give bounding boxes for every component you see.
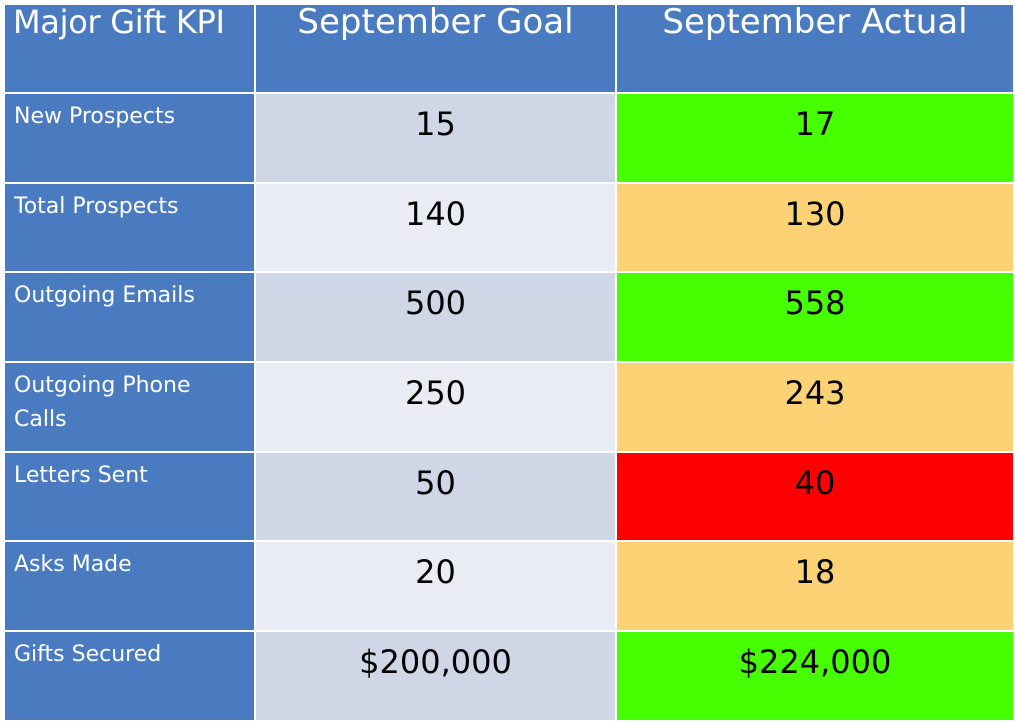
actual-value: $224,000 [615,630,1015,722]
actual-value: 558 [615,271,1015,364]
table-row: Gifts Secured $200,000 $224,000 [3,630,1015,722]
kpi-label: Asks Made [3,540,256,633]
actual-value: 243 [615,361,1015,453]
kpi-table: Major Gift KPI September Goal September … [3,3,1015,722]
actual-value: 17 [615,92,1015,184]
header-actual: September Actual [615,3,1015,94]
kpi-label: Gifts Secured [3,630,256,722]
goal-value: 500 [254,271,617,364]
table-row: Outgoing Phone Calls 250 243 [3,361,1015,453]
header-goal: September Goal [254,3,617,94]
actual-value: 18 [615,540,1015,633]
goal-value: 20 [254,540,617,633]
goal-value: 140 [254,181,617,274]
goal-value: 15 [254,92,617,184]
table-row: Letters Sent 50 40 [3,450,1015,543]
goal-value: $200,000 [254,630,617,722]
kpi-label: Outgoing Phone Calls [3,361,256,453]
table-row: Asks Made 20 18 [3,540,1015,633]
actual-value: 130 [615,181,1015,274]
goal-value: 50 [254,450,617,543]
header-row: Major Gift KPI September Goal September … [3,3,1015,94]
table-row: Outgoing Emails 500 558 [3,271,1015,364]
kpi-label: Letters Sent [3,450,256,543]
kpi-label-text: Outgoing Phone Calls [14,373,191,433]
kpi-label: Total Prospects [3,181,256,274]
goal-value: 250 [254,361,617,453]
table-row: New Prospects 15 17 [3,92,1015,184]
actual-value: 40 [615,450,1015,543]
header-kpi: Major Gift KPI [3,3,256,94]
kpi-label: New Prospects [3,92,256,184]
kpi-label: Outgoing Emails [3,271,256,364]
table-row: Total Prospects 140 130 [3,181,1015,274]
